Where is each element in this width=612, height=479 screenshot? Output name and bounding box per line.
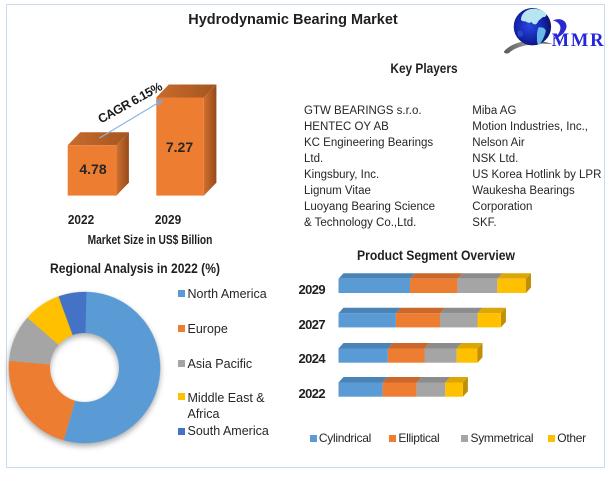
svg-text:MMR: MMR [552, 31, 606, 51]
